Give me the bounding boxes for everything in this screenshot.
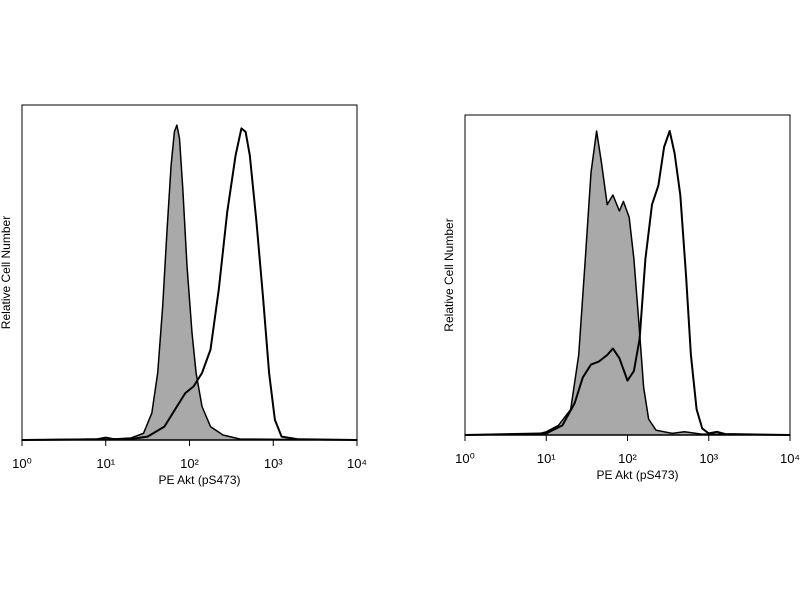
histogram-line — [464, 130, 791, 436]
x-axis-label: PE Akt (pS473) — [596, 468, 678, 482]
x-tick-label: 10⁴ — [347, 456, 367, 471]
y-axis-label: Relative Cell Number — [0, 216, 13, 329]
x-axis-label: PE Akt (pS473) — [158, 473, 240, 487]
x-tick-label: 10³ — [699, 451, 718, 466]
x-tick-label: 10⁴ — [780, 451, 800, 466]
histogram-line — [21, 127, 358, 441]
y-axis-label: Relative Cell Number — [442, 218, 456, 331]
x-tick-label: 10² — [180, 456, 199, 471]
x-tick-label: 10¹ — [537, 451, 556, 466]
histogram-area — [464, 130, 791, 436]
x-tick-label: 10⁰ — [12, 456, 32, 471]
x-tick-label: 10⁰ — [455, 451, 475, 466]
histogram-area — [21, 124, 358, 441]
x-tick-label: 10¹ — [96, 456, 115, 471]
x-tick-label: 10² — [618, 451, 637, 466]
x-tick-label: 10³ — [264, 456, 283, 471]
